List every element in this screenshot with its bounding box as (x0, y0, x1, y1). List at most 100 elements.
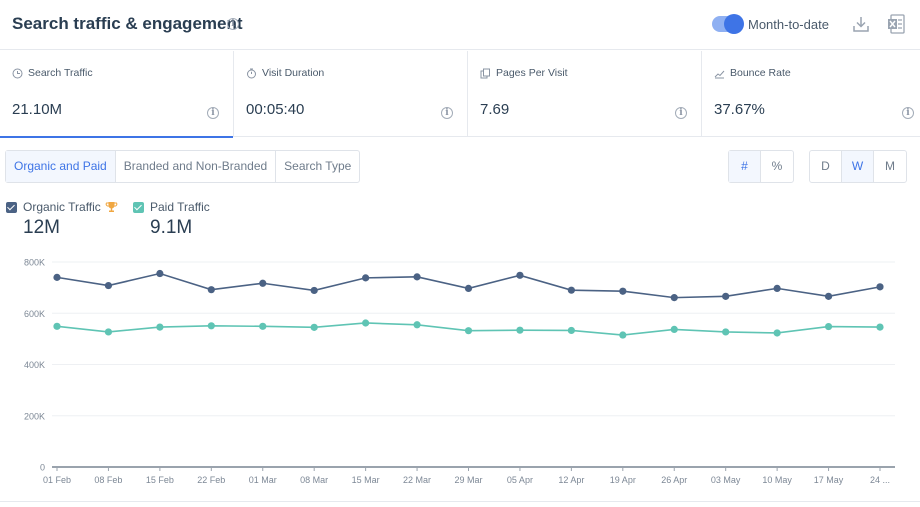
info-icon[interactable]: i (207, 107, 219, 119)
widget-title: Search traffic & engagement (12, 14, 243, 33)
granularity-month-button[interactable]: M (885, 159, 895, 173)
data-point (362, 319, 370, 327)
month-to-date-label: Month-to-date (748, 17, 829, 32)
checkbox[interactable] (133, 201, 144, 213)
granularity-day-button[interactable]: D (810, 151, 842, 182)
data-point (464, 284, 473, 292)
x-tick-label: 01 Mar (249, 475, 277, 485)
clock-icon (12, 68, 23, 78)
granularity-week-button[interactable]: W (842, 151, 874, 182)
data-point (464, 327, 473, 335)
toggle-knob (724, 14, 744, 34)
unit-number-button[interactable]: # (729, 151, 761, 182)
unit-percent-button[interactable]: % (771, 159, 783, 173)
y-tick-label: 200K (24, 411, 45, 421)
data-point (53, 322, 61, 330)
metric-search-traffic[interactable]: Search Traffic 21.10M i (0, 51, 234, 138)
data-point (670, 294, 678, 302)
metrics-row: Search Traffic 21.10M i Visit Duration 0… (0, 51, 920, 138)
tab-branded-and-non-branded[interactable]: Branded and Non-Branded (116, 151, 277, 182)
data-point (259, 322, 267, 330)
metric-label: Bounce Rate (730, 67, 791, 79)
data-point (156, 269, 164, 278)
y-tick-label: 600K (24, 309, 45, 319)
segment-tabs: Organic and Paid Branded and Non-Branded… (5, 150, 361, 183)
excel-export-icon[interactable] (887, 14, 905, 34)
data-point (619, 287, 627, 295)
data-point (619, 331, 627, 339)
trophy-icon (105, 202, 118, 212)
data-point (824, 322, 833, 331)
trend-icon (714, 70, 725, 78)
info-icon[interactable]: i (902, 107, 914, 119)
data-point (670, 325, 678, 333)
data-point (722, 292, 730, 300)
data-point (259, 279, 267, 287)
legend-total-paid: 9.1M (150, 217, 193, 238)
metric-value: 00:05:40 (246, 101, 305, 118)
metric-value: 21.10M (12, 101, 63, 118)
data-point (876, 323, 884, 331)
info-icon[interactable]: i (227, 18, 239, 30)
metric-header: Visit Duration (246, 67, 324, 79)
x-tick-label: 17 May (814, 475, 844, 485)
x-tick-label: 24 ... (870, 475, 890, 485)
y-tick-label: 0 (40, 463, 45, 473)
legend-paid[interactable]: Paid Traffic (133, 200, 210, 214)
data-point (516, 271, 524, 279)
data-point (362, 274, 370, 282)
data-point (773, 329, 781, 337)
checkbox[interactable] (6, 201, 17, 213)
download-icon[interactable] (852, 15, 870, 33)
legend-organic[interactable]: Organic Traffic (6, 200, 118, 214)
divider (0, 501, 920, 502)
x-tick-label: 15 Feb (146, 475, 174, 485)
x-tick-label: 08 Mar (300, 475, 328, 485)
legend-label: Organic Traffic (23, 200, 101, 214)
data-point (53, 273, 61, 281)
metric-pages-per-visit[interactable]: Pages Per Visit 7.69 i (468, 51, 702, 137)
tab-organic-and-paid[interactable]: Organic and Paid (6, 151, 116, 182)
metric-bounce-rate[interactable]: Bounce Rate 37.67% i (702, 51, 920, 137)
tab-search-type[interactable]: Search Type (284, 159, 352, 173)
data-point (824, 292, 833, 300)
data-point (207, 286, 215, 294)
data-point (104, 328, 113, 336)
widget-header: Search traffic & engagement i Month-to-d… (0, 0, 920, 50)
metric-label: Pages Per Visit (496, 67, 568, 79)
metric-header: Pages Per Visit (480, 67, 568, 79)
x-tick-label: 15 Mar (352, 475, 380, 485)
x-tick-label: 01 Feb (43, 475, 71, 485)
x-tick-label: 29 Mar (454, 475, 482, 485)
y-tick-label: 400K (24, 360, 45, 370)
data-point (207, 322, 215, 330)
x-tick-label: 03 May (711, 475, 741, 485)
data-point (876, 283, 884, 291)
x-tick-label: 26 Apr (661, 475, 687, 485)
granularity-toggle: D W M (809, 150, 907, 183)
pages-icon (480, 68, 490, 78)
data-point (156, 323, 164, 331)
data-point (567, 286, 575, 294)
data-point (413, 273, 421, 281)
data-point (567, 326, 575, 335)
x-tick-label: 05 Apr (507, 475, 533, 485)
month-to-date-toggle[interactable] (712, 14, 744, 34)
timer-icon (247, 68, 256, 78)
data-point (310, 286, 318, 295)
info-icon[interactable]: i (441, 107, 453, 119)
data-point (310, 323, 318, 331)
metric-header: Bounce Rate (714, 67, 791, 79)
x-tick-label: 19 Apr (610, 475, 636, 485)
info-icon[interactable]: i (675, 107, 687, 119)
data-point (722, 328, 730, 336)
y-tick-label: 800K (24, 258, 45, 268)
x-tick-label: 22 Feb (197, 475, 225, 485)
legend-total-organic: 12M (23, 217, 60, 238)
line-chart: 0 200K 400K 600K 800K 01 Feb 08 Feb 15 Feb 22 Fe… (24, 258, 895, 485)
data-point (516, 326, 524, 334)
metric-value: 7.69 (480, 101, 510, 118)
x-tick-label: 12 Apr (558, 475, 584, 485)
data-point (773, 284, 781, 292)
metric-visit-duration[interactable]: Visit Duration 00:05:40 i (234, 51, 468, 137)
